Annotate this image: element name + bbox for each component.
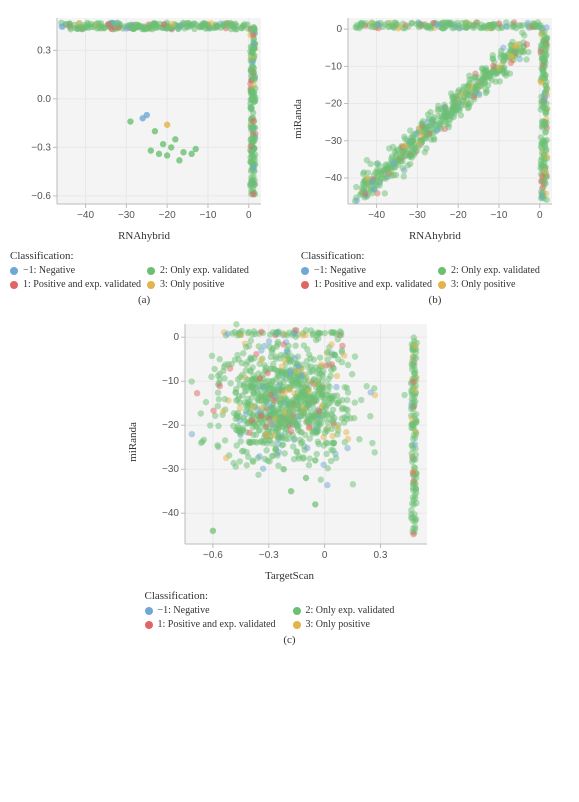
caption-c: (c) — [283, 634, 295, 646]
ylabel-b: miRanda — [292, 99, 304, 139]
svg-text:−20: −20 — [162, 420, 179, 431]
svg-text:0.0: 0.0 — [37, 94, 51, 105]
svg-text:−10: −10 — [200, 210, 217, 221]
svg-text:0: 0 — [336, 24, 342, 35]
svg-text:0: 0 — [321, 550, 327, 561]
legend-dot-icon — [293, 621, 301, 629]
legend-item-only_pos: 3: Only positive — [293, 619, 435, 631]
panel-c: miRanda −0.6−0.300.3−40−30−20−100 Target… — [145, 316, 435, 646]
scatter-c: −0.6 −0.3 0 0.3 −40 −30 −20 −10 0 — [145, 316, 435, 568]
legend-item-pos_exp: 1: Positive and exp. validated — [145, 619, 287, 631]
legend-label: 3: Only positive — [306, 619, 370, 631]
svg-text:−40: −40 — [162, 508, 179, 519]
legend-label: 3: Only positive — [451, 279, 515, 291]
ylabel-c: miRanda — [127, 422, 139, 462]
svg-text:0: 0 — [173, 332, 179, 343]
svg-text:−20: −20 — [325, 99, 342, 110]
xlabel-b: RNAhybrid — [409, 230, 461, 242]
legend-dot-icon — [438, 267, 446, 275]
legend-dot-icon — [10, 267, 18, 275]
legend-item-neg: −1: Negative — [301, 265, 432, 277]
legend-label: 2: Only exp. validated — [306, 605, 395, 617]
legend-dot-icon — [301, 267, 309, 275]
svg-text:−20: −20 — [159, 210, 176, 221]
caption-a: (a) — [138, 294, 150, 306]
legend-label: −1: Negative — [23, 265, 75, 277]
xlabel-a: RNAhybrid — [118, 230, 170, 242]
legend-dot-icon — [293, 607, 301, 615]
legend-title: Classification: — [145, 590, 435, 602]
xlabel-c: TargetScan — [265, 570, 314, 582]
legend-item-pos_exp: 1: Positive and exp. validated — [301, 279, 432, 291]
legend-label: 1: Positive and exp. validated — [158, 619, 276, 631]
panel-a: −40 −30 −20 −10 0 −0.6 −0.3 0.0 0.3 RNAhybrid Cl… — [10, 10, 278, 306]
svg-text:−0.6: −0.6 — [31, 191, 51, 202]
legend-dot-icon — [145, 621, 153, 629]
legend-label: 2: Only exp. validated — [160, 265, 249, 277]
legend-c: Classification: −1: Negative 2: Only exp. … — [145, 590, 435, 630]
legend-dot-icon — [147, 281, 155, 289]
legend-label: 2: Only exp. validated — [451, 265, 540, 277]
scatter-b: −40 −30 −20 −10 0 −40 −30 −20 −10 0 — [310, 10, 560, 228]
legend-dot-icon — [10, 281, 18, 289]
legend-label: −1: Negative — [158, 605, 210, 617]
svg-text:−10: −10 — [490, 210, 507, 221]
caption-b: (b) — [429, 294, 442, 306]
legend-a: Classification: −1: Negative 2: Only exp. … — [10, 250, 278, 290]
svg-text:−30: −30 — [118, 210, 135, 221]
legend-dot-icon — [438, 281, 446, 289]
legend-item-only_pos: 3: Only positive — [438, 279, 569, 291]
svg-text:−20: −20 — [450, 210, 467, 221]
svg-text:−40: −40 — [325, 173, 342, 184]
legend-label: 1: Positive and exp. validated — [314, 279, 432, 291]
svg-text:−0.3: −0.3 — [31, 142, 51, 153]
legend-item-neg: −1: Negative — [145, 605, 287, 617]
legend-label: −1: Negative — [314, 265, 366, 277]
svg-text:−10: −10 — [162, 376, 179, 387]
svg-text:0: 0 — [537, 210, 543, 221]
panel-b: miRanda −40−30−20−100−40−30−20−100 RNAhy… — [301, 10, 569, 306]
legend-item-only_pos: 3: Only positive — [147, 279, 278, 291]
legend-item-neg: −1: Negative — [10, 265, 141, 277]
svg-text:−0.3: −0.3 — [258, 550, 278, 561]
scatter-a: −40 −30 −20 −10 0 −0.6 −0.3 0.0 0.3 — [19, 10, 269, 228]
svg-text:0.3: 0.3 — [373, 550, 387, 561]
legend-item-only_exp: 2: Only exp. validated — [438, 265, 569, 277]
legend-b: Classification: −1: Negative 2: Only exp. … — [301, 250, 569, 290]
svg-text:−10: −10 — [325, 61, 342, 72]
legend-item-pos_exp: 1: Positive and exp. validated — [10, 279, 141, 291]
legend-dot-icon — [147, 267, 155, 275]
svg-text:−30: −30 — [162, 464, 179, 475]
svg-text:−40: −40 — [77, 210, 94, 221]
legend-title: Classification: — [10, 250, 278, 262]
svg-text:0.3: 0.3 — [37, 45, 51, 56]
svg-text:−40: −40 — [368, 210, 385, 221]
legend-dot-icon — [301, 281, 309, 289]
legend-title: Classification: — [301, 250, 569, 262]
legend-label: 3: Only positive — [160, 279, 224, 291]
legend-item-only_exp: 2: Only exp. validated — [293, 605, 435, 617]
svg-text:−30: −30 — [325, 136, 342, 147]
svg-text:0: 0 — [246, 210, 252, 221]
svg-text:−0.6: −0.6 — [203, 550, 223, 561]
legend-item-only_exp: 2: Only exp. validated — [147, 265, 278, 277]
legend-dot-icon — [145, 607, 153, 615]
svg-text:−30: −30 — [409, 210, 426, 221]
legend-label: 1: Positive and exp. validated — [23, 279, 141, 291]
